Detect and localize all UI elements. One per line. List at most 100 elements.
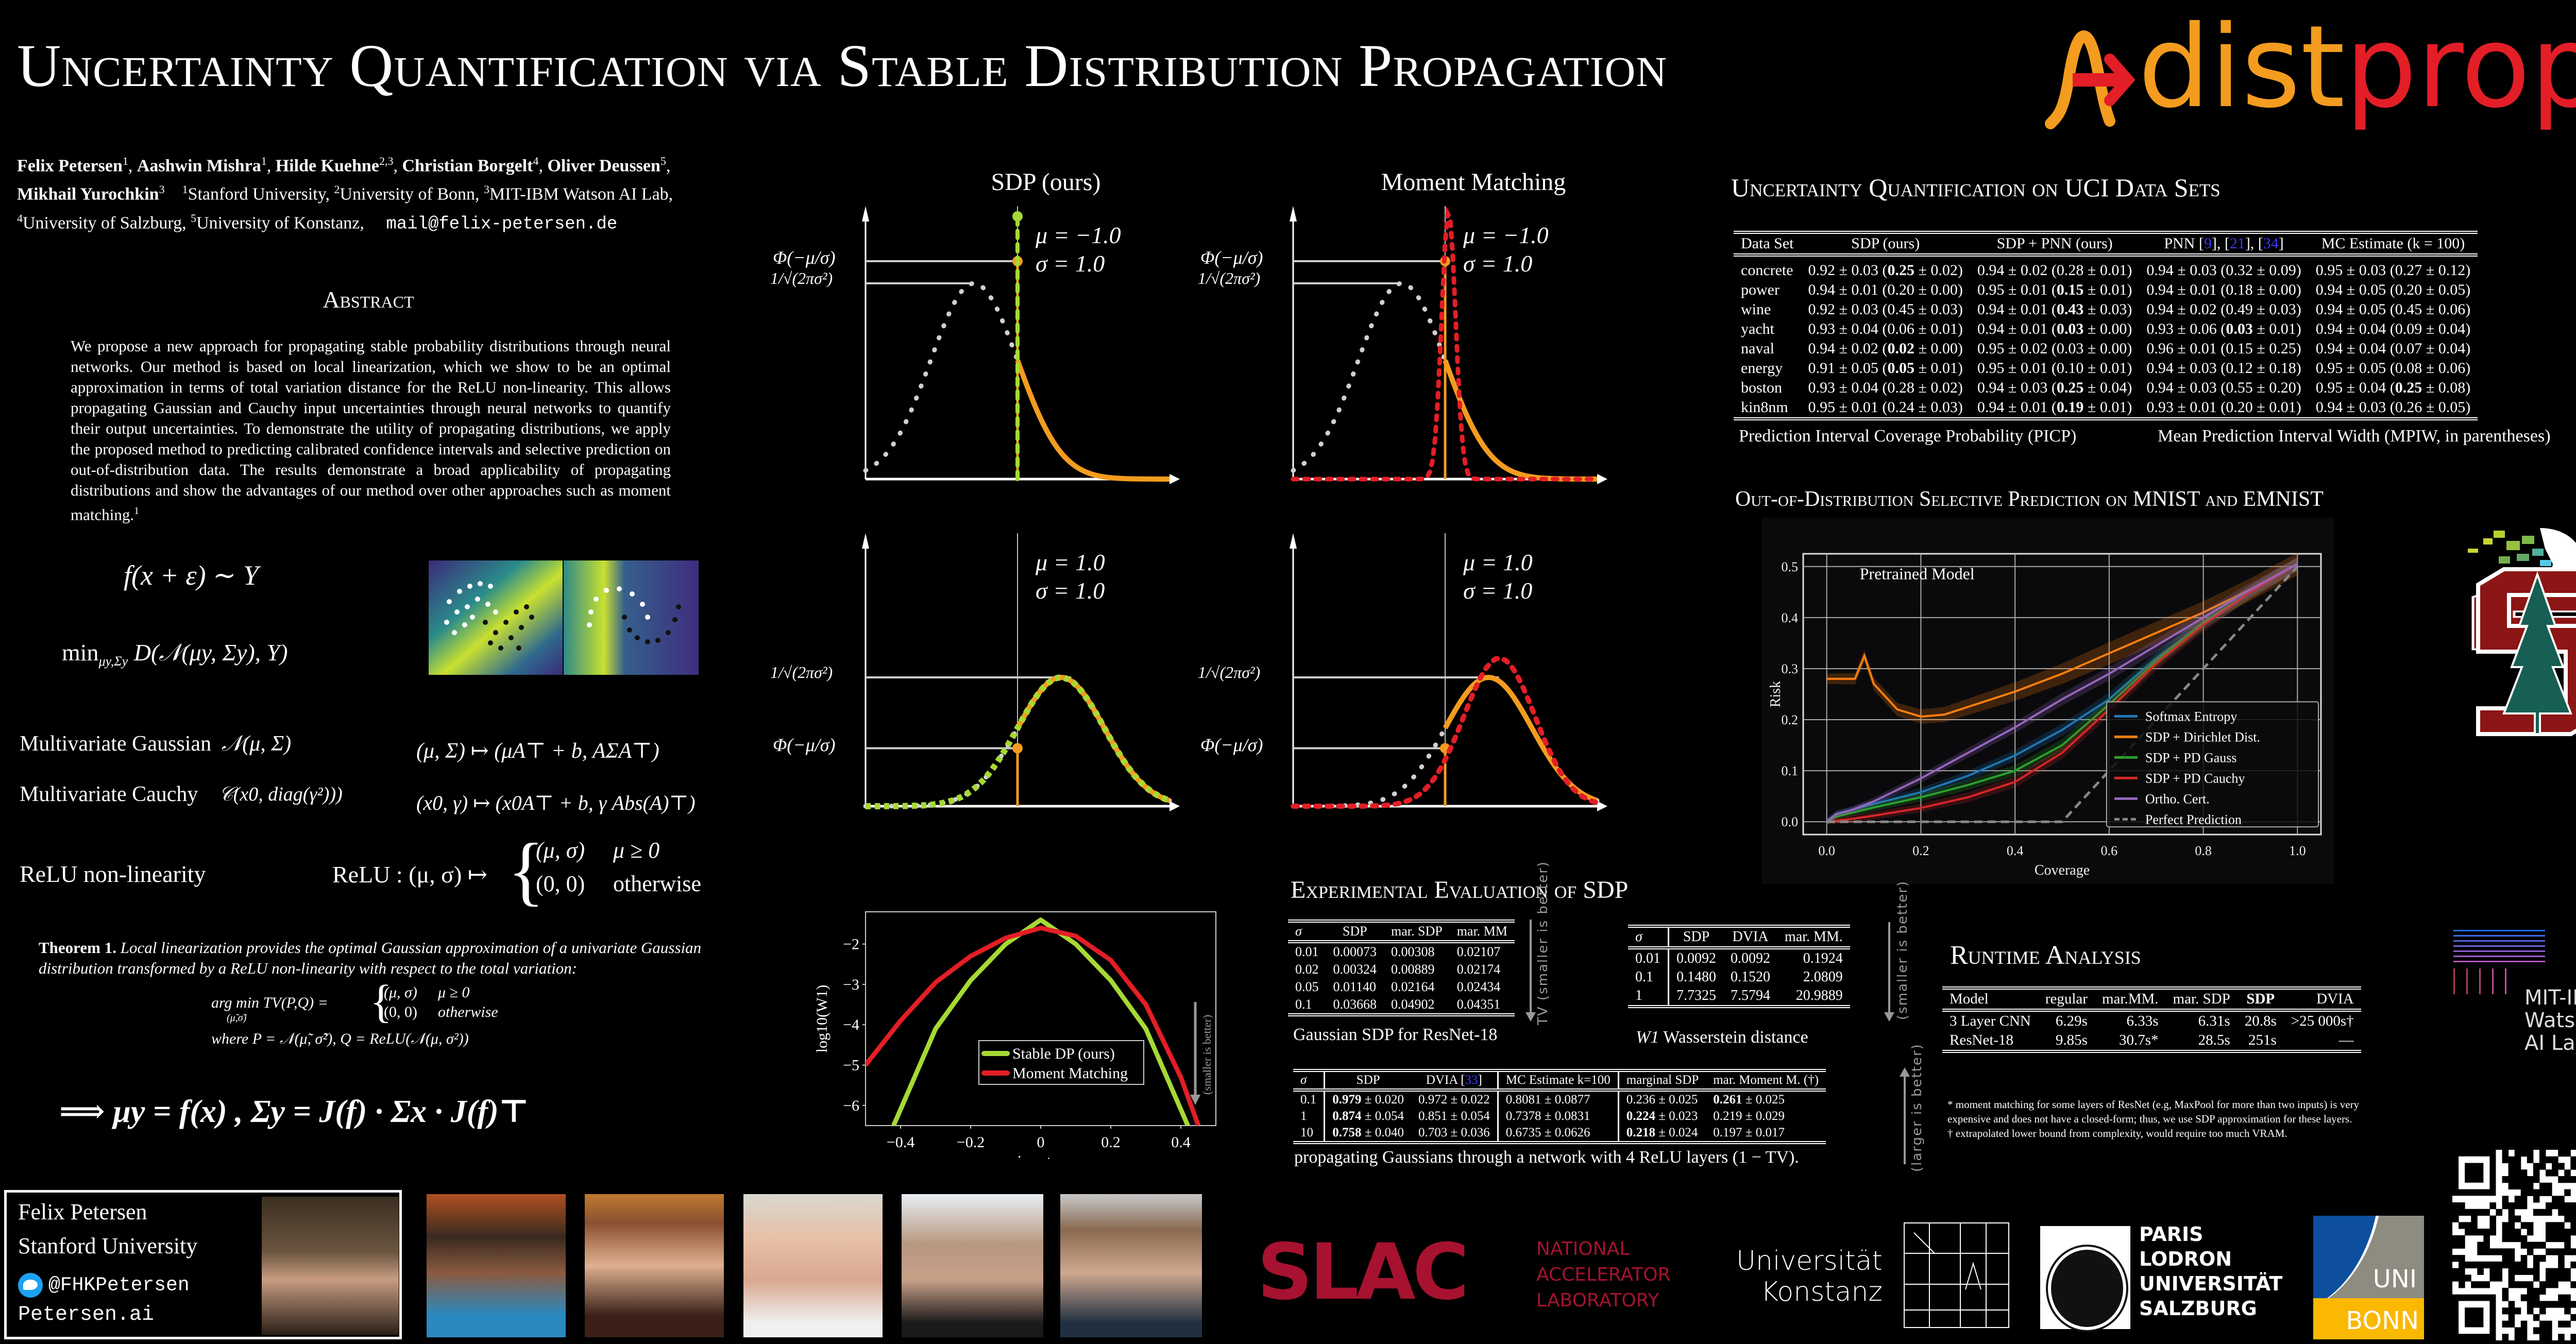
table-row: 1 0.874 ± 0.054 0.851 ± 0.054 0.7378 ± 0.08… xyxy=(1293,1108,1826,1125)
slac-logo: SLAC xyxy=(1257,1228,1469,1317)
col-header: SDP xyxy=(2237,986,2284,1012)
twitter-link[interactable]: @FHKPetersen xyxy=(18,1270,190,1298)
relu-network-table: σ SDP DVIA [33] MC Estimate k=100 margin… xyxy=(1293,1069,1826,1144)
legend-label: Softmax Entropy xyxy=(2145,709,2237,724)
input-distribution xyxy=(863,281,1172,482)
table-cell: 0.04902 xyxy=(1384,996,1450,1016)
uci-cell: 0.94 ± 0.01 (0.18 ± 0.00) xyxy=(2146,281,2301,298)
theorem-case-1: (μ, σ) xyxy=(384,984,417,1001)
table-header-row: σ SDP DVIA [33] MC Estimate k=100 margin… xyxy=(1293,1069,1826,1092)
mm-approximation xyxy=(1291,655,1600,809)
mit-ibm-logo xyxy=(2453,930,2546,1043)
table-row: 0.01 0.0092 0.0092 0.1924 xyxy=(1628,948,1850,968)
x-axis-arrow-icon xyxy=(1170,801,1180,811)
chart-title: Pretrained Model xyxy=(1860,565,1975,583)
uci-cell: 0.94 ± 0.03 (0.55 ± 0.20) xyxy=(2146,379,2301,396)
email-link[interactable]: mail@felix-petersen.de xyxy=(386,214,618,234)
table-row: 0.05 0.01140 0.02164 0.02434 xyxy=(1288,978,1515,996)
theorem-cond-2: otherwise xyxy=(438,1003,498,1020)
table-cell: 251s xyxy=(2237,1031,2284,1053)
table-row: 0.1 0.1480 0.1520 2.0809 xyxy=(1628,968,1850,986)
gaussian-label: Multivariate Gaussian xyxy=(20,732,212,756)
table-row: 3 Layer CNN 6.29s 6.33s 6.31s 20.8s >25 000s† xyxy=(1942,1010,2361,1031)
konstanz-line: Konstanz xyxy=(1760,1277,1883,1307)
theorem-brace-icon: { xyxy=(370,976,393,1027)
linearization-result: ⟹ μy = f(x) , Σy = J(f) · Σx · J(f)⊤ xyxy=(59,1094,530,1129)
uci-cell: 0.94 ± 0.04 (0.07 ± 0.04) xyxy=(2315,340,2471,357)
x-axis-label: input μ xyxy=(1018,1152,1064,1159)
illustration-panel xyxy=(862,206,1180,484)
author-list: Felix Petersen1, Aashwin Mishra1, Hilde … xyxy=(17,149,759,236)
uci-col-header: PNN [9], [21], [34] xyxy=(2139,231,2309,257)
uci-col-header: SDP (ours) xyxy=(1801,231,1970,257)
col-header: mar. Moment M. (†) xyxy=(1706,1069,1826,1092)
stanford-s-logo xyxy=(2476,567,2576,736)
theorem-text: Local linearization provides the optimal… xyxy=(39,939,702,977)
table-cell: 0.236 ± 0.025 xyxy=(1617,1090,1706,1108)
y-axis-arrow-icon xyxy=(862,533,869,549)
table-cell: 0.851 ± 0.054 xyxy=(1418,1109,1490,1123)
x-tick-label: 0 xyxy=(1037,1134,1045,1151)
col-header: mar. SDP xyxy=(1384,920,1450,943)
y-tick-label: 0.5 xyxy=(1782,559,1799,574)
sdp-approximation xyxy=(865,674,1171,809)
x-tick-label: 0.6 xyxy=(2101,843,2118,858)
y-axis-arrow-icon xyxy=(1290,533,1297,549)
dataset-name: yacht xyxy=(1741,320,1774,337)
cauchy-label: Multivariate Cauchy xyxy=(20,782,198,806)
table-cell: 0.979 ± 0.020 xyxy=(1324,1090,1411,1108)
affil-sup: 4 xyxy=(17,211,23,225)
legend-label: SDP + PD Cauchy xyxy=(2145,771,2245,786)
equation-objective: minμy,Σy D(𝒩(μy, Σy), Y) xyxy=(62,639,288,669)
moons-uncertainty-image xyxy=(429,560,699,675)
uci-caption-mpiw: Mean Prediction Interval Width (MPIW, in… xyxy=(2158,427,2551,446)
affil-sup: 5 xyxy=(191,211,197,225)
phi-tick-label: Φ(−μ/σ) xyxy=(1200,247,1263,268)
author-line-1: Felix Petersen1, Aashwin Mishra1, Hilde … xyxy=(17,155,671,176)
uci-cell: 0.94 ± 0.04 (0.09 ± 0.04) xyxy=(2315,320,2471,337)
uci-cell: 0.94 ± 0.03 (0.25 ± 0.04) xyxy=(1977,379,2132,396)
relu-cond-1: μ ≥ 0 xyxy=(613,838,660,863)
dataset-name: energy xyxy=(1741,360,1783,377)
theorem-argmin: arg min TV(P,Q) = xyxy=(211,994,328,1012)
citation-link[interactable]: 9 xyxy=(2204,235,2212,252)
dataset-name: concrete xyxy=(1741,262,1793,279)
relu-map: ReLU : (μ, σ) ↦ xyxy=(332,861,488,888)
author-photo-christian xyxy=(743,1194,883,1337)
uci-cell: 0.93 ± 0.04 (0.28 ± 0.02) xyxy=(1808,379,1963,396)
gaussian-notation: 𝒩(μ, Σ) xyxy=(222,732,292,756)
distprop-logo-icon xyxy=(2045,30,2136,129)
uci-cell: 0.95 ± 0.02 (0.03 ± 0.00) xyxy=(1977,340,2132,357)
author-photo-mikhail xyxy=(1060,1194,1202,1337)
uci-col-header: Data Set xyxy=(1734,231,1801,257)
twitter-handle[interactable]: @FHKPetersen xyxy=(48,1274,190,1297)
peak-tick-label: 1/√(2πσ²) xyxy=(770,269,833,287)
website-link[interactable]: Petersen.ai xyxy=(18,1303,155,1326)
uci-row: concrete 0.92 ± 0.03 (0.25 ± 0.02) 0.94 ± … xyxy=(1734,255,2478,280)
col-header: marginal SDP xyxy=(1617,1069,1706,1092)
cauchy-affine-map: (x0, γ) ↦ (x0A⊤ + b, γ Abs(A)⊤) xyxy=(416,791,696,814)
uci-col-header: MC Estimate (k = 100) xyxy=(2308,231,2478,257)
x-tick-label: 0.2 xyxy=(1101,1134,1121,1151)
uci-cell: 0.95 ± 0.04 (0.25 ± 0.08) xyxy=(2315,379,2471,396)
uci-cell: 0.94 ± 0.01 (0.19 ± 0.01) xyxy=(1970,398,2140,420)
relu-label: ReLU non-linearity xyxy=(20,861,206,887)
author-sup: 4 xyxy=(533,155,539,167)
table-row: 0.1 0.03668 0.04902 0.04351 xyxy=(1288,996,1515,1016)
input-distribution xyxy=(1291,281,1600,482)
y-tick-label: −5 xyxy=(843,1057,859,1074)
author-sup: 1 xyxy=(261,155,267,167)
table-cell: 0.0092 xyxy=(1668,948,1723,968)
citation-link[interactable]: 34 xyxy=(2263,235,2279,252)
series-line xyxy=(1826,563,2298,718)
citation-link[interactable]: 21 xyxy=(2229,235,2245,252)
table-cell: 1 xyxy=(1300,1109,1307,1123)
up-arrow-icon xyxy=(1904,1077,1906,1164)
col-header: MC Estimate k=100 xyxy=(1497,1069,1619,1092)
plot-frame xyxy=(865,911,1216,1126)
w1-symbol: W1 xyxy=(1636,1028,1659,1047)
uci-row: kin8nm 0.95 ± 0.01 (0.24 ± 0.03) 0.94 ± 0.… xyxy=(1734,398,2478,420)
qr-code[interactable] xyxy=(2452,1150,2576,1340)
mit-ibm-line: Watson xyxy=(2524,1009,2576,1032)
ood-heading: Out-of-Distribution Selective Prediction… xyxy=(1735,487,2324,511)
